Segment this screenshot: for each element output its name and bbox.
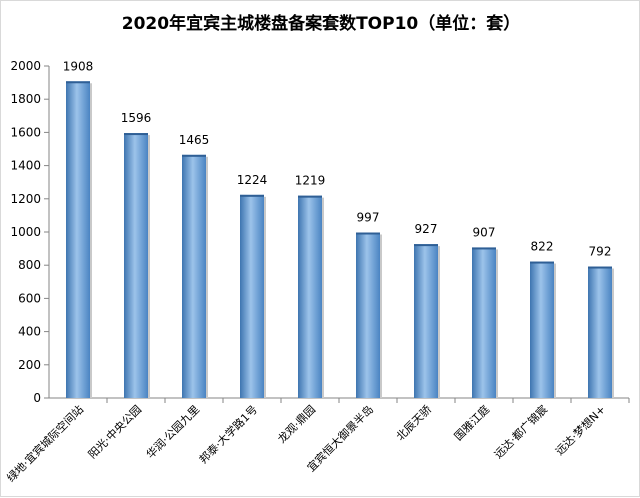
y-tick-label: 2000 [10, 59, 41, 73]
bar-top [356, 232, 380, 235]
bar [472, 247, 496, 398]
bar [588, 266, 612, 398]
bar-top [472, 247, 496, 250]
category-label: 龙观·鼎园 [275, 403, 318, 446]
y-tick-label: 600 [18, 291, 41, 305]
bar-top [588, 266, 612, 269]
bar [530, 261, 554, 398]
bar [182, 154, 206, 398]
bar-top [124, 133, 148, 136]
bars [66, 81, 614, 398]
category-label: 北辰天骄 [394, 403, 434, 443]
y-tick-label: 400 [18, 325, 41, 339]
bar [356, 232, 380, 398]
y-tick-label: 800 [18, 258, 41, 272]
y-tick-label: 1000 [10, 225, 41, 239]
data-label: 1224 [237, 173, 268, 187]
data-label: 822 [531, 240, 554, 254]
data-label: 1908 [63, 59, 94, 73]
category-label: 国雅江庭 [451, 402, 492, 443]
bar-top [530, 261, 554, 264]
category-label: 远达·都广锦宸 [491, 402, 550, 461]
y-tick-label: 200 [18, 358, 41, 372]
data-label: 927 [415, 222, 438, 236]
bar [124, 133, 148, 398]
bar-top [240, 194, 264, 197]
category-label: 阳光·中央公园 [85, 402, 144, 461]
bar [414, 244, 438, 398]
bar-top [414, 244, 438, 247]
y-tick-label: 1200 [10, 192, 41, 206]
axes: 0 200 400 600 800 1000 1200 1400 1600 1800 2000 [10, 59, 630, 405]
category-label: 远达·梦想N+ [552, 402, 608, 458]
bar [298, 195, 322, 398]
bar-top [66, 81, 90, 84]
category-label: 绿地·宜宾城际空间站 [4, 402, 86, 484]
data-label: 997 [357, 210, 380, 224]
category-label: 华润·公园九里 [143, 402, 202, 461]
y-tick-label: 1800 [10, 92, 41, 106]
y-tick-label: 1400 [10, 159, 41, 173]
data-label: 1596 [121, 111, 152, 125]
y-tick-label: 0 [33, 391, 41, 405]
data-label: 792 [589, 245, 612, 259]
bar [66, 81, 90, 398]
bar-top [182, 154, 206, 157]
chart-title: 2020年宜宾主城楼盘备案套数TOP10（单位：套） [122, 13, 520, 34]
data-label: 907 [473, 225, 496, 239]
data-label: 1219 [295, 174, 326, 188]
y-tick-label: 1600 [10, 125, 41, 139]
category-label: 邦泰·大学路1号 [196, 402, 260, 466]
bar [240, 194, 264, 398]
bar-top [298, 195, 322, 198]
data-label: 1465 [179, 133, 210, 147]
